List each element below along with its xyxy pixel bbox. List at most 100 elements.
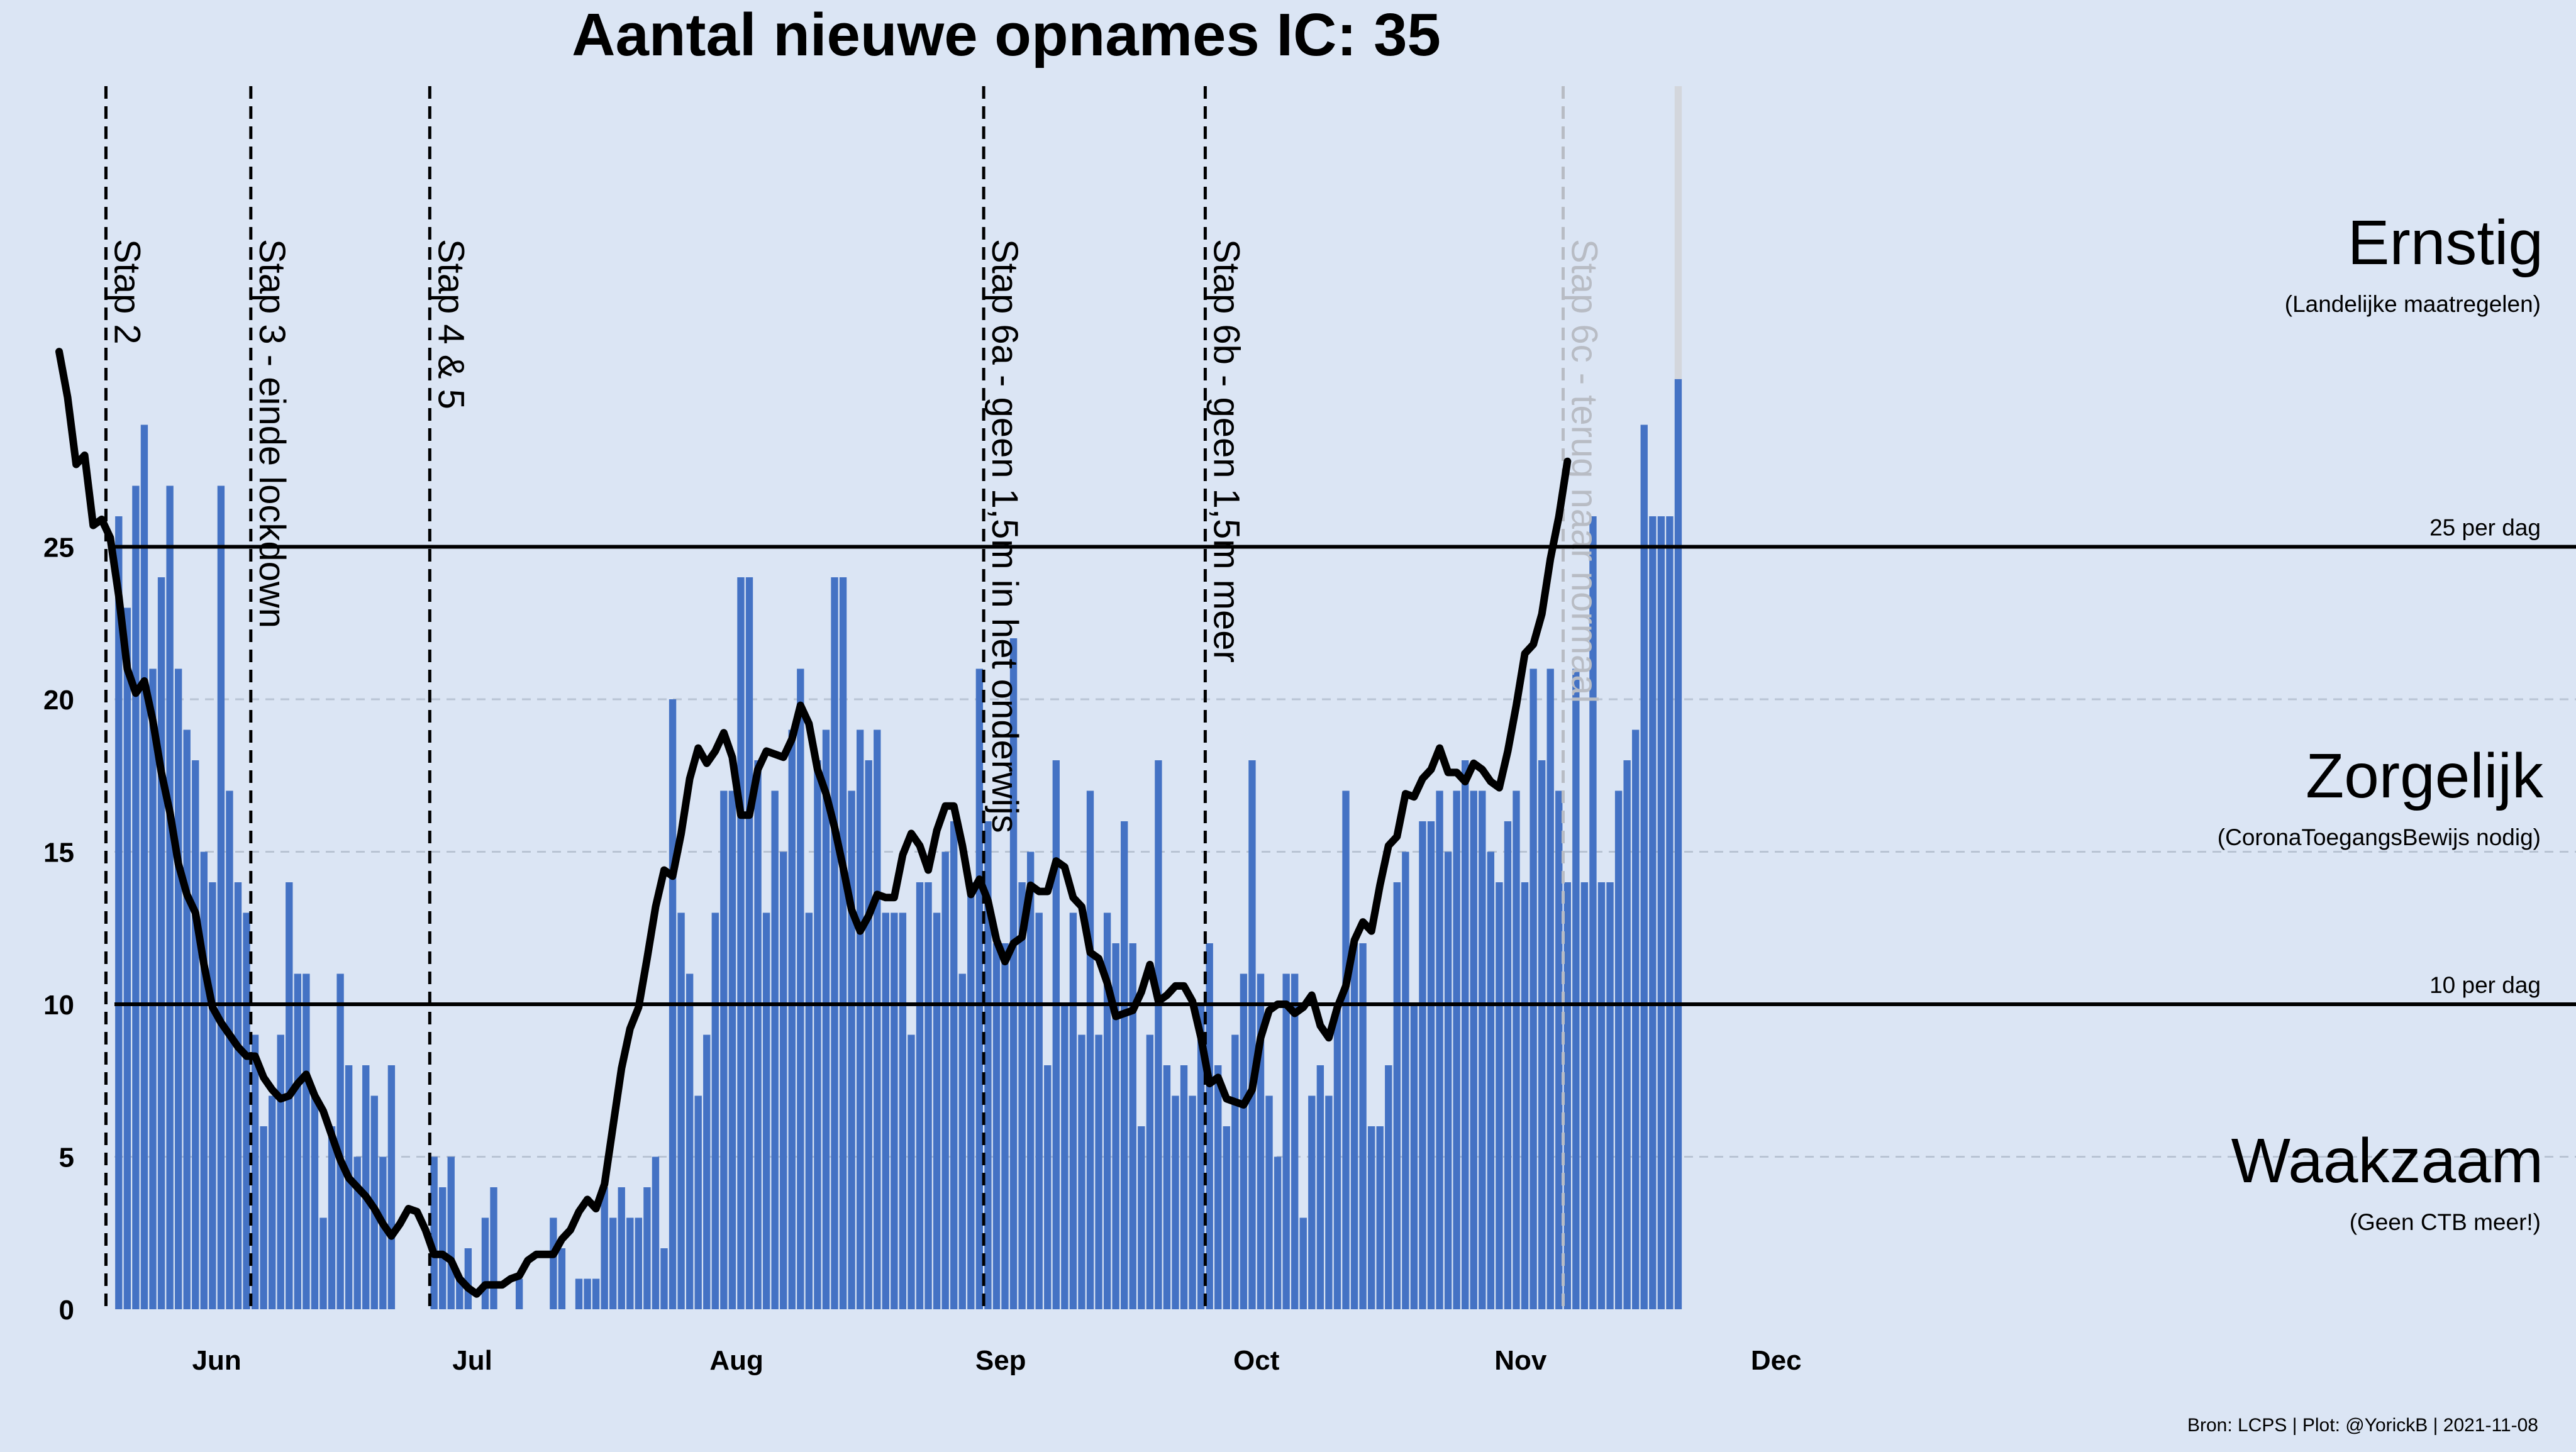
bar	[1103, 912, 1111, 1309]
bar	[303, 973, 310, 1309]
bar	[132, 485, 140, 1309]
zone-label: Ernstig	[2348, 208, 2543, 278]
zone-label: Waakzaam	[2231, 1126, 2543, 1196]
y-tick-label: 0	[59, 1295, 74, 1326]
bar	[1163, 1065, 1171, 1309]
bar	[1419, 821, 1426, 1309]
bar	[1035, 912, 1043, 1309]
bar	[1052, 760, 1060, 1309]
bar	[1572, 668, 1580, 1309]
bar	[635, 1217, 643, 1309]
bar	[550, 1217, 557, 1309]
bar	[1597, 882, 1606, 1309]
bar	[618, 1187, 625, 1309]
bar	[226, 790, 233, 1309]
bar	[336, 973, 344, 1309]
bar	[1402, 851, 1409, 1309]
bar	[1121, 821, 1128, 1309]
bar	[277, 1034, 284, 1309]
x-tick-label: Oct	[1233, 1345, 1280, 1376]
bar	[848, 790, 855, 1309]
bar	[209, 882, 216, 1309]
bar	[1513, 790, 1520, 1309]
bar	[1666, 516, 1674, 1309]
bar	[592, 1278, 600, 1309]
bar	[1538, 760, 1546, 1309]
bar	[490, 1187, 497, 1309]
bar	[328, 1126, 336, 1309]
bar	[558, 1248, 566, 1309]
y-tick-label: 5	[59, 1143, 74, 1173]
event-label: Stap 6a - geen 1,5m in het onderwijs	[984, 239, 1025, 833]
bar	[575, 1278, 583, 1309]
bar	[754, 760, 762, 1309]
bar	[865, 760, 872, 1309]
threshold-label: 10 per dag	[2429, 972, 2541, 998]
bar	[1453, 790, 1460, 1309]
bar	[1546, 668, 1554, 1309]
bar	[353, 1156, 361, 1309]
bars-layer	[115, 86, 1682, 1309]
bar	[1632, 729, 1640, 1309]
bar	[115, 516, 123, 1309]
y-tick-label: 15	[43, 838, 74, 868]
bar	[1009, 638, 1018, 1309]
bar	[745, 577, 753, 1309]
x-tick-label: Sep	[975, 1345, 1026, 1376]
bar	[192, 760, 199, 1309]
axis-layer: 0 5 10 15 20 25 Jun Jul Aug Sep Oct Nov Dec	[43, 533, 1802, 1377]
bar	[1231, 1034, 1239, 1309]
bar	[1274, 1156, 1282, 1309]
bar	[1248, 760, 1256, 1309]
bar	[916, 882, 924, 1309]
bar	[1061, 1004, 1069, 1309]
bar	[728, 790, 736, 1309]
bar	[1112, 943, 1119, 1309]
bar	[481, 1217, 489, 1309]
bar	[788, 729, 796, 1309]
zone-layer: Ernstig (Landelijke maatregelen) Zorgelijk…	[2218, 208, 2544, 1235]
bar	[831, 577, 838, 1309]
bar	[1146, 1034, 1154, 1309]
bar	[1206, 943, 1213, 1309]
event-label: Stap 6b - geen 1,5m meer	[1206, 239, 1246, 663]
bar	[1606, 882, 1614, 1309]
event-label: Stap 2	[106, 239, 147, 345]
bar	[379, 1156, 387, 1309]
bar-overflow	[1674, 86, 1682, 379]
bar	[1376, 1126, 1384, 1309]
bar	[1614, 790, 1623, 1309]
x-tick-label: Nov	[1494, 1345, 1547, 1376]
bar	[1333, 1004, 1341, 1309]
bar	[694, 1095, 702, 1309]
bar	[260, 1126, 267, 1309]
moving-average-line	[55, 348, 1572, 1298]
bar	[1197, 1004, 1205, 1309]
bar	[1308, 1095, 1316, 1309]
bar	[456, 1278, 464, 1309]
y-tick-label: 25	[43, 533, 74, 563]
bar	[814, 760, 821, 1309]
x-tick-label: Jun	[192, 1345, 241, 1376]
bar	[1580, 882, 1589, 1309]
bar	[874, 729, 881, 1309]
bar	[1623, 760, 1631, 1309]
bar	[430, 1156, 438, 1309]
threshold-layer: 25 per dag 10 per dag	[114, 515, 2576, 1006]
bar	[515, 1278, 523, 1309]
x-tick-label: Jul	[452, 1345, 492, 1376]
bar	[1462, 760, 1469, 1309]
bar	[1257, 973, 1265, 1309]
bar	[1026, 851, 1035, 1309]
bar	[1044, 1065, 1052, 1309]
bar	[1316, 1065, 1324, 1309]
bar	[737, 577, 745, 1309]
bar	[183, 729, 191, 1309]
bar	[1018, 882, 1026, 1309]
bar	[1427, 821, 1435, 1309]
bar	[345, 1065, 353, 1309]
bar	[908, 1034, 915, 1309]
bar	[1155, 760, 1162, 1309]
bar	[1410, 1004, 1418, 1309]
